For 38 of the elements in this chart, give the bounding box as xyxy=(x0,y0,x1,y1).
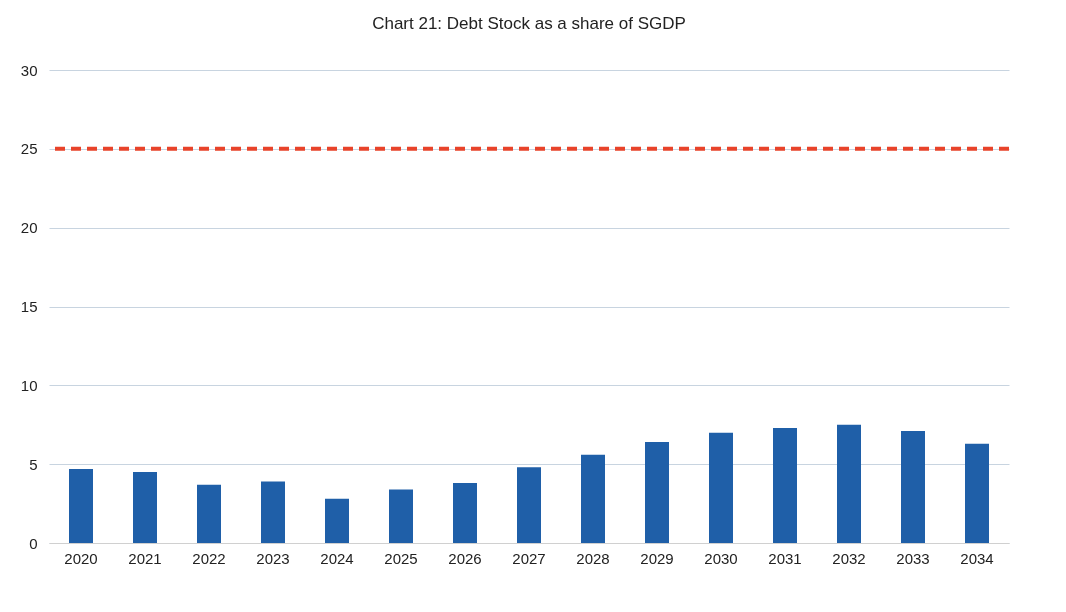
bar xyxy=(837,424,861,543)
chart-title: Chart 21: Debt Stock as a share of SGDP xyxy=(372,14,686,33)
bar xyxy=(133,472,157,543)
x-tick-label: 2023 xyxy=(256,549,290,567)
bar xyxy=(389,489,413,543)
x-tick-label: 2029 xyxy=(640,549,674,567)
x-tick-label: 2031 xyxy=(768,549,802,567)
y-tick-label: 25 xyxy=(20,140,38,158)
bar xyxy=(709,432,733,543)
x-tick-label: 2032 xyxy=(832,549,866,567)
y-tick-label: 0 xyxy=(29,534,38,552)
bar xyxy=(517,467,541,543)
x-tick-label: 2022 xyxy=(192,549,226,567)
bar xyxy=(261,481,285,543)
bar xyxy=(453,483,477,543)
bar xyxy=(645,442,669,543)
x-tick-label: 2033 xyxy=(896,549,930,567)
x-tick-label: 2028 xyxy=(576,549,610,567)
bar xyxy=(325,498,349,543)
x-tick-label: 2025 xyxy=(384,549,418,567)
bar xyxy=(581,454,605,543)
y-tick-label: 5 xyxy=(29,455,38,473)
y-tick-label: 10 xyxy=(20,376,38,394)
bar xyxy=(901,431,925,543)
bar xyxy=(197,484,221,543)
bar xyxy=(69,468,93,543)
x-tick-label: 2026 xyxy=(448,549,482,567)
y-tick-label: 15 xyxy=(20,298,38,315)
x-tick-label: 2024 xyxy=(320,549,354,567)
bar xyxy=(965,443,989,543)
y-tick-label: 20 xyxy=(20,219,38,237)
x-tick-label: 2030 xyxy=(704,549,738,567)
x-tick-label: 2027 xyxy=(512,549,546,567)
x-tick-label: 2021 xyxy=(128,549,162,567)
y-tick-label: 30 xyxy=(20,61,38,79)
x-tick-label: 2020 xyxy=(64,549,98,567)
bar xyxy=(773,427,797,543)
x-tick-label: 2034 xyxy=(960,549,994,567)
